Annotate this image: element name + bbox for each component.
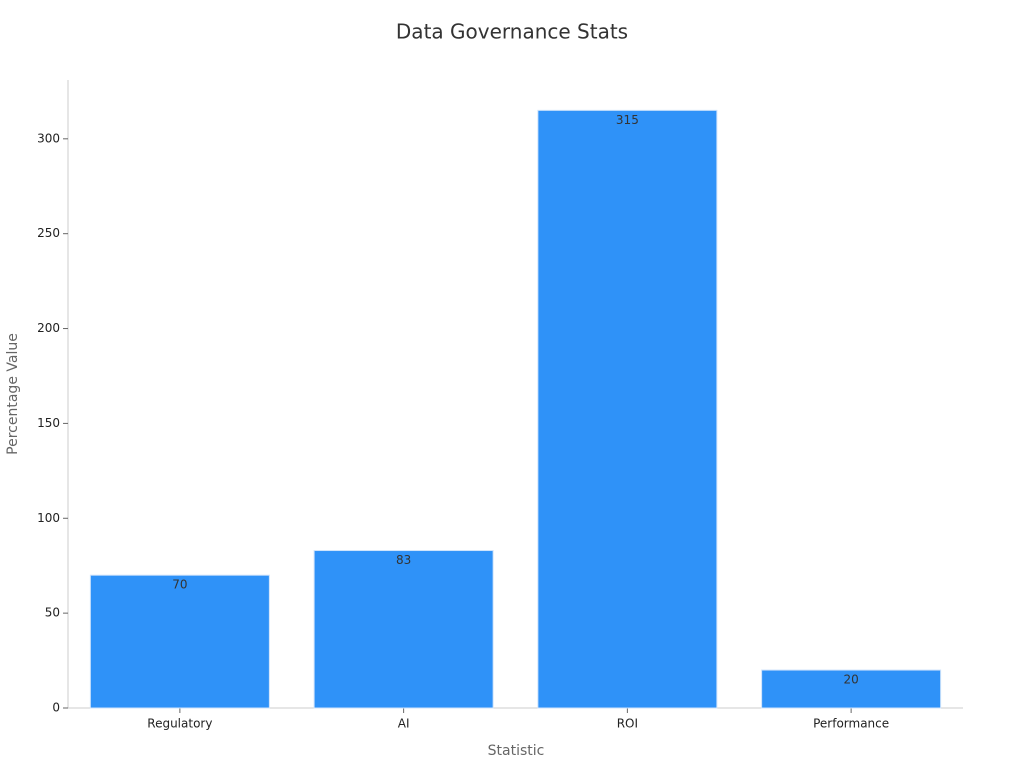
chart-title: Data Governance Stats	[396, 20, 628, 44]
data-label: 20	[843, 673, 858, 687]
y-tick-label: 250	[37, 226, 60, 240]
data-label: 70	[172, 578, 187, 592]
x-tick-label: Regulatory	[147, 717, 212, 731]
x-tick-label: AI	[398, 717, 410, 731]
bar	[313, 550, 494, 709]
data-label: 83	[396, 553, 411, 567]
y-tick-label: 200	[37, 321, 60, 335]
bar	[761, 669, 942, 709]
y-axis-label: Percentage Value	[5, 333, 21, 455]
y-tick-label: 100	[37, 511, 60, 525]
x-tick-label: ROI	[617, 717, 638, 731]
y-tick-label: 50	[45, 606, 60, 620]
y-tick-label: 150	[37, 416, 60, 430]
x-tick-label: Performance	[813, 717, 889, 731]
bar	[537, 109, 718, 709]
y-tick-label: 0	[52, 701, 60, 715]
bar	[89, 574, 270, 709]
x-axis-label: Statistic	[488, 743, 545, 759]
y-tick-label: 300	[37, 131, 60, 145]
data-label: 315	[616, 113, 639, 127]
